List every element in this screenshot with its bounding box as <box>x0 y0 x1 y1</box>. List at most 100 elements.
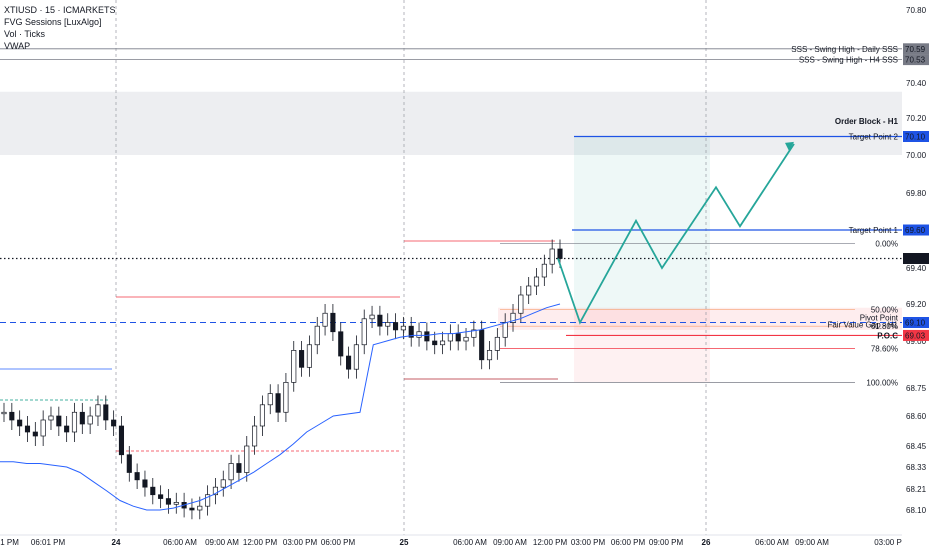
candle <box>353 344 359 370</box>
price-tag <box>903 253 929 264</box>
fvg-zone <box>498 307 902 330</box>
candle <box>17 419 23 427</box>
candle <box>330 312 336 333</box>
price-tag-label: 69.60 <box>905 226 926 235</box>
candle <box>142 479 148 488</box>
x-tick-label: 09:00 PM <box>649 538 684 547</box>
candle <box>306 344 312 368</box>
candle <box>134 472 140 481</box>
candle <box>502 322 508 338</box>
price-tag <box>903 224 929 236</box>
candle <box>9 411 15 421</box>
fvg-label: Fair Value Gap - H1 <box>827 321 898 330</box>
y-tick-label: 70.40 <box>906 79 927 88</box>
price-tag <box>903 43 929 55</box>
target-1-label: Target Point 1 <box>849 226 899 235</box>
y-tick-label: 68.45 <box>906 442 927 451</box>
price-tag-label: 69.03 <box>905 331 926 340</box>
candle <box>463 336 469 342</box>
candle <box>541 263 547 278</box>
fib_100-label: 100.00% <box>866 378 898 387</box>
candle <box>244 445 250 473</box>
candle <box>510 312 516 323</box>
candle <box>408 325 414 338</box>
y-tick-label: 68.60 <box>906 412 927 421</box>
x-tick-label: 25 <box>400 538 409 547</box>
x-tick-label: 24 <box>112 538 121 547</box>
candle <box>126 454 132 473</box>
candle <box>486 350 493 361</box>
candle <box>549 248 555 265</box>
price-tag-label: 70.59 <box>905 45 926 54</box>
candle <box>165 498 172 505</box>
projection-arrowhead <box>785 141 794 151</box>
y-tick-label: 68.21 <box>906 485 927 494</box>
y-tick-label: 68.10 <box>906 506 927 515</box>
projection-path <box>557 143 795 325</box>
loss-zone <box>574 309 710 383</box>
price-tag-label: 70.10 <box>905 133 926 142</box>
y-tick-label: 68.33 <box>906 463 927 472</box>
y-tick-label: 70.80 <box>906 6 927 15</box>
candle <box>118 425 125 456</box>
candle <box>361 318 367 346</box>
candle <box>557 248 563 259</box>
order-block-label: Order Block - H1 <box>835 117 899 126</box>
x-tick-label: 06:00 AM <box>453 538 487 547</box>
indicator-vwap[interactable]: VWAP <box>4 41 31 51</box>
fib_618-label: 61.80% <box>871 322 898 331</box>
candle <box>455 333 461 342</box>
candle <box>439 340 446 346</box>
candle <box>32 431 38 437</box>
candle <box>252 425 258 447</box>
y-tick-label: 69.20 <box>906 300 927 309</box>
poc-label: P.O.C <box>877 331 898 340</box>
pivot-label: Pivot Point <box>860 314 899 323</box>
candle <box>416 331 422 338</box>
candle <box>24 425 31 433</box>
y-tick-label: 69.80 <box>906 189 927 198</box>
candle <box>87 415 93 425</box>
candle <box>189 507 195 511</box>
candle <box>71 411 78 433</box>
profit-zone <box>574 136 710 310</box>
candle <box>346 355 352 370</box>
candle <box>275 393 281 413</box>
x-tick-label: 06:00 PM <box>321 538 356 547</box>
candle <box>385 322 391 327</box>
candle <box>40 419 46 437</box>
y-tick-label: 69.40 <box>906 264 927 273</box>
candle <box>95 404 101 417</box>
candle <box>48 415 54 421</box>
candle <box>205 494 211 507</box>
candle <box>56 415 62 427</box>
candle <box>314 325 320 346</box>
x-tick-label: 09:00 AM <box>205 538 239 547</box>
price-tag-label: 02:09 <box>905 255 926 264</box>
candle <box>158 494 164 499</box>
candle <box>259 404 265 427</box>
candle <box>150 486 156 496</box>
candle <box>479 329 485 361</box>
x-tick-label: 09:00 AM <box>493 538 527 547</box>
symbol-title[interactable]: XTIUSD · 15 · ICMARKETS <box>4 5 116 15</box>
candle <box>197 505 203 511</box>
fib_0-label: 0.00% <box>875 239 898 248</box>
candle <box>392 322 399 331</box>
x-tick-label: 06:00 PM <box>611 538 646 547</box>
target-2-label: Target Point 2 <box>849 133 899 142</box>
candle <box>267 393 273 406</box>
candle <box>369 314 375 320</box>
candle <box>322 312 328 327</box>
x-tick-label: 06:01 PM <box>31 538 66 547</box>
price-tag <box>903 54 929 66</box>
x-tick-label: 12:00 PM <box>243 538 278 547</box>
y-tick-label: 70.20 <box>906 114 927 123</box>
candle <box>494 336 500 351</box>
indicator-fvg-sessions[interactable]: FVG Sessions [LuxAlgo] <box>4 17 102 27</box>
candle <box>228 463 234 481</box>
indicator-volume[interactable]: Vol · Ticks <box>4 29 46 39</box>
candle <box>220 479 226 488</box>
x-tick-label: 26 <box>702 538 711 547</box>
